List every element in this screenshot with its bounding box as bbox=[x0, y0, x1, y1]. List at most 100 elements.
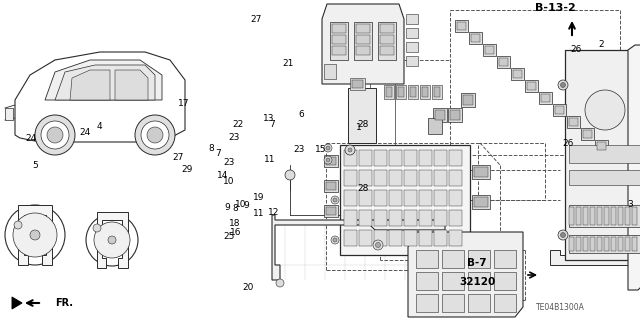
Bar bbox=[611, 237, 616, 251]
Circle shape bbox=[558, 230, 568, 240]
Bar bbox=[420, 85, 430, 99]
Circle shape bbox=[147, 127, 163, 143]
Bar bbox=[326, 182, 336, 190]
Circle shape bbox=[5, 205, 65, 265]
Bar bbox=[389, 170, 402, 186]
Bar bbox=[442, 294, 464, 312]
Text: 8: 8 bbox=[209, 144, 214, 153]
Bar bbox=[434, 190, 447, 206]
Text: 27: 27 bbox=[172, 153, 184, 162]
Bar bbox=[404, 210, 417, 226]
Text: 6: 6 bbox=[298, 110, 303, 119]
Circle shape bbox=[30, 230, 40, 240]
Bar bbox=[597, 237, 602, 251]
Bar bbox=[449, 230, 462, 246]
Bar bbox=[433, 108, 447, 122]
Bar bbox=[604, 207, 609, 225]
Text: 28: 28 bbox=[357, 184, 369, 193]
Bar bbox=[344, 210, 357, 226]
Bar bbox=[332, 24, 346, 33]
Text: 2: 2 bbox=[599, 40, 604, 49]
Bar bbox=[576, 237, 581, 251]
Bar bbox=[344, 190, 357, 206]
Bar bbox=[398, 87, 404, 97]
Circle shape bbox=[324, 144, 332, 152]
Bar bbox=[344, 170, 357, 186]
Circle shape bbox=[276, 279, 284, 287]
Circle shape bbox=[47, 127, 63, 143]
Text: 9: 9 bbox=[225, 203, 230, 212]
Bar bbox=[378, 22, 396, 60]
Text: 14: 14 bbox=[217, 171, 228, 180]
Bar bbox=[497, 56, 510, 68]
Circle shape bbox=[13, 213, 57, 257]
Text: 25: 25 bbox=[223, 232, 235, 241]
Bar bbox=[356, 35, 370, 44]
Bar bbox=[359, 190, 372, 206]
Text: 26: 26 bbox=[562, 139, 573, 148]
Bar bbox=[356, 46, 370, 55]
Text: 7: 7 bbox=[215, 149, 220, 158]
Circle shape bbox=[345, 145, 355, 155]
Bar bbox=[389, 210, 402, 226]
Bar bbox=[625, 207, 630, 225]
Bar bbox=[555, 106, 564, 114]
Polygon shape bbox=[12, 297, 22, 309]
Bar bbox=[581, 128, 594, 140]
Bar bbox=[511, 68, 524, 80]
Bar bbox=[590, 207, 595, 225]
Bar bbox=[404, 190, 417, 206]
Circle shape bbox=[324, 156, 332, 164]
Bar bbox=[416, 250, 438, 268]
Bar bbox=[569, 235, 640, 253]
Bar bbox=[344, 150, 357, 166]
Bar bbox=[472, 165, 490, 179]
Circle shape bbox=[331, 196, 339, 204]
Circle shape bbox=[86, 214, 138, 266]
Bar bbox=[632, 207, 637, 225]
Text: 18: 18 bbox=[229, 219, 241, 228]
Bar bbox=[474, 167, 488, 177]
Bar bbox=[525, 80, 538, 92]
Bar bbox=[583, 237, 588, 251]
Polygon shape bbox=[45, 60, 162, 100]
Polygon shape bbox=[115, 70, 148, 100]
Text: 8: 8 bbox=[233, 204, 238, 213]
Bar bbox=[483, 44, 496, 56]
Text: 23: 23 bbox=[228, 133, 239, 142]
Bar bbox=[553, 104, 566, 116]
Circle shape bbox=[35, 115, 75, 155]
Polygon shape bbox=[97, 212, 128, 268]
Bar bbox=[611, 207, 616, 225]
Text: TE04B1300A: TE04B1300A bbox=[536, 303, 584, 313]
Bar bbox=[384, 85, 394, 99]
Bar bbox=[469, 32, 482, 44]
Text: 3: 3 bbox=[628, 200, 633, 209]
Circle shape bbox=[348, 148, 352, 152]
Circle shape bbox=[333, 198, 337, 202]
Polygon shape bbox=[55, 65, 155, 100]
Text: 15: 15 bbox=[315, 145, 326, 154]
Bar bbox=[461, 93, 475, 107]
Circle shape bbox=[14, 221, 22, 229]
Text: 32120: 32120 bbox=[459, 277, 495, 287]
Bar bbox=[569, 207, 574, 225]
Text: 11: 11 bbox=[253, 209, 265, 218]
Text: 1: 1 bbox=[356, 123, 361, 132]
Text: 7: 7 bbox=[269, 120, 275, 129]
Bar bbox=[330, 22, 348, 60]
Polygon shape bbox=[15, 52, 185, 142]
Bar bbox=[422, 87, 428, 97]
Bar bbox=[356, 24, 370, 33]
Bar bbox=[576, 207, 581, 225]
Bar bbox=[513, 70, 522, 78]
Bar bbox=[442, 272, 464, 290]
Circle shape bbox=[141, 121, 169, 149]
Bar bbox=[350, 78, 365, 90]
Bar bbox=[432, 85, 442, 99]
Bar bbox=[468, 250, 490, 268]
Bar bbox=[434, 87, 440, 97]
Bar bbox=[604, 237, 609, 251]
Bar bbox=[326, 207, 336, 215]
Text: 16: 16 bbox=[230, 228, 241, 237]
